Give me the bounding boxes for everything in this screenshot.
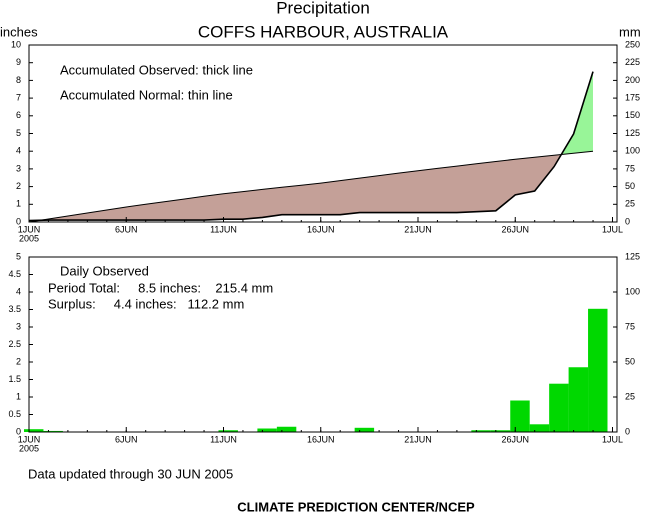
y-tick-label: 4 (16, 286, 21, 296)
x-tick-label: 1JUN (18, 224, 41, 234)
y2-tick-label: 150 (625, 110, 640, 120)
y2-tick-label: 200 (625, 75, 640, 85)
y2-tick-label: 100 (625, 146, 640, 156)
x-tick-label: 16JUN (307, 224, 335, 234)
annotation: Period Total: 8.5 inches: 215.4 mm (48, 280, 273, 295)
y2-tick-label: 50 (625, 181, 635, 191)
chart-title: Precipitation (276, 0, 370, 17)
y-axis-label: inches (0, 24, 38, 39)
annotation: Surplus: 4.4 inches: 112.2 mm (48, 296, 244, 311)
y-tick-label: 10 (11, 39, 21, 49)
y-tick-label: 0 (16, 216, 21, 226)
y-tick-label: 6 (16, 110, 21, 120)
x-tick-label: 16JUN (307, 434, 335, 444)
bar (549, 383, 569, 432)
y-tick-label: 2 (16, 356, 21, 366)
y-tick-label: 1 (16, 391, 21, 401)
annotation: Accumulated Observed: thick line (60, 62, 253, 77)
bar (276, 426, 297, 432)
x-tick-label: 6JUN (115, 224, 138, 234)
y-tick-label: 3 (16, 321, 21, 331)
chart-subtitle: COFFS HARBOUR, AUSTRALIA (198, 22, 449, 41)
y2-tick-label: 50 (625, 356, 635, 366)
y2-tick-label: 75 (625, 163, 635, 173)
y2-tick-label: 0 (625, 216, 630, 226)
line (28, 71, 594, 222)
y2-axis-label: mm (619, 24, 641, 39)
bar (218, 430, 238, 432)
line (28, 150, 594, 223)
y-tick-label: 5 (16, 128, 21, 138)
bar (24, 429, 44, 432)
x-tick-label: 1JUL (602, 224, 623, 234)
y2-tick-label: 250 (625, 39, 640, 49)
x-tick-label: 26JUN (501, 224, 529, 234)
y-tick-label: 0.5 (8, 409, 21, 419)
y2-tick-label: 0 (625, 426, 630, 436)
annotation: Daily Observed (60, 263, 149, 278)
x-tick-label: 21JUN (404, 224, 432, 234)
y-tick-label: 9 (16, 57, 21, 67)
y2-tick-label: 125 (625, 251, 640, 261)
y2-tick-label: 225 (625, 57, 640, 67)
x-tick-sublabel: 2005 (19, 443, 39, 453)
y-tick-label: 0 (16, 426, 21, 436)
bar (354, 427, 375, 432)
y-tick-label: 7 (16, 92, 21, 102)
credit: CLIMATE PREDICTION CENTER/NCEP (237, 499, 475, 514)
annotation: Accumulated Normal: thin line (60, 87, 233, 102)
footer: Data updated through 30 JUN 2005 (28, 466, 233, 481)
y2-tick-label: 25 (625, 391, 635, 401)
bar (529, 424, 550, 432)
y-tick-label: 1.5 (8, 374, 21, 384)
y-tick-label: 2 (16, 181, 21, 191)
x-tick-label: 11JUN (210, 434, 237, 444)
bar (43, 430, 63, 432)
y2-tick-label: 175 (625, 92, 640, 102)
x-tick-label: 1JUL (602, 434, 623, 444)
x-tick-label: 1JUN (18, 434, 41, 444)
bar (490, 430, 511, 432)
bar (588, 308, 608, 432)
x-tick-label: 21JUN (404, 434, 432, 444)
bar (257, 428, 277, 432)
y-tick-label: 3 (16, 163, 21, 173)
bar (510, 400, 530, 432)
bar (471, 430, 491, 432)
y-tick-label: 1 (16, 199, 21, 209)
y-tick-label: 4.5 (8, 269, 21, 279)
y2-tick-label: 25 (625, 199, 635, 209)
y-tick-label: 3.5 (8, 304, 21, 314)
y-tick-label: 4 (16, 146, 21, 156)
x-tick-label: 11JUN (210, 224, 237, 234)
y2-tick-label: 125 (625, 128, 640, 138)
x-tick-sublabel: 2005 (19, 233, 39, 243)
y-tick-label: 8 (16, 75, 21, 85)
x-tick-label: 26JUN (501, 434, 529, 444)
y2-tick-label: 75 (625, 321, 635, 331)
y2-tick-label: 100 (625, 286, 640, 296)
x-tick-label: 6JUN (115, 434, 138, 444)
y-tick-label: 5 (16, 251, 21, 261)
y-tick-label: 2.5 (8, 339, 21, 349)
bar (568, 367, 589, 432)
